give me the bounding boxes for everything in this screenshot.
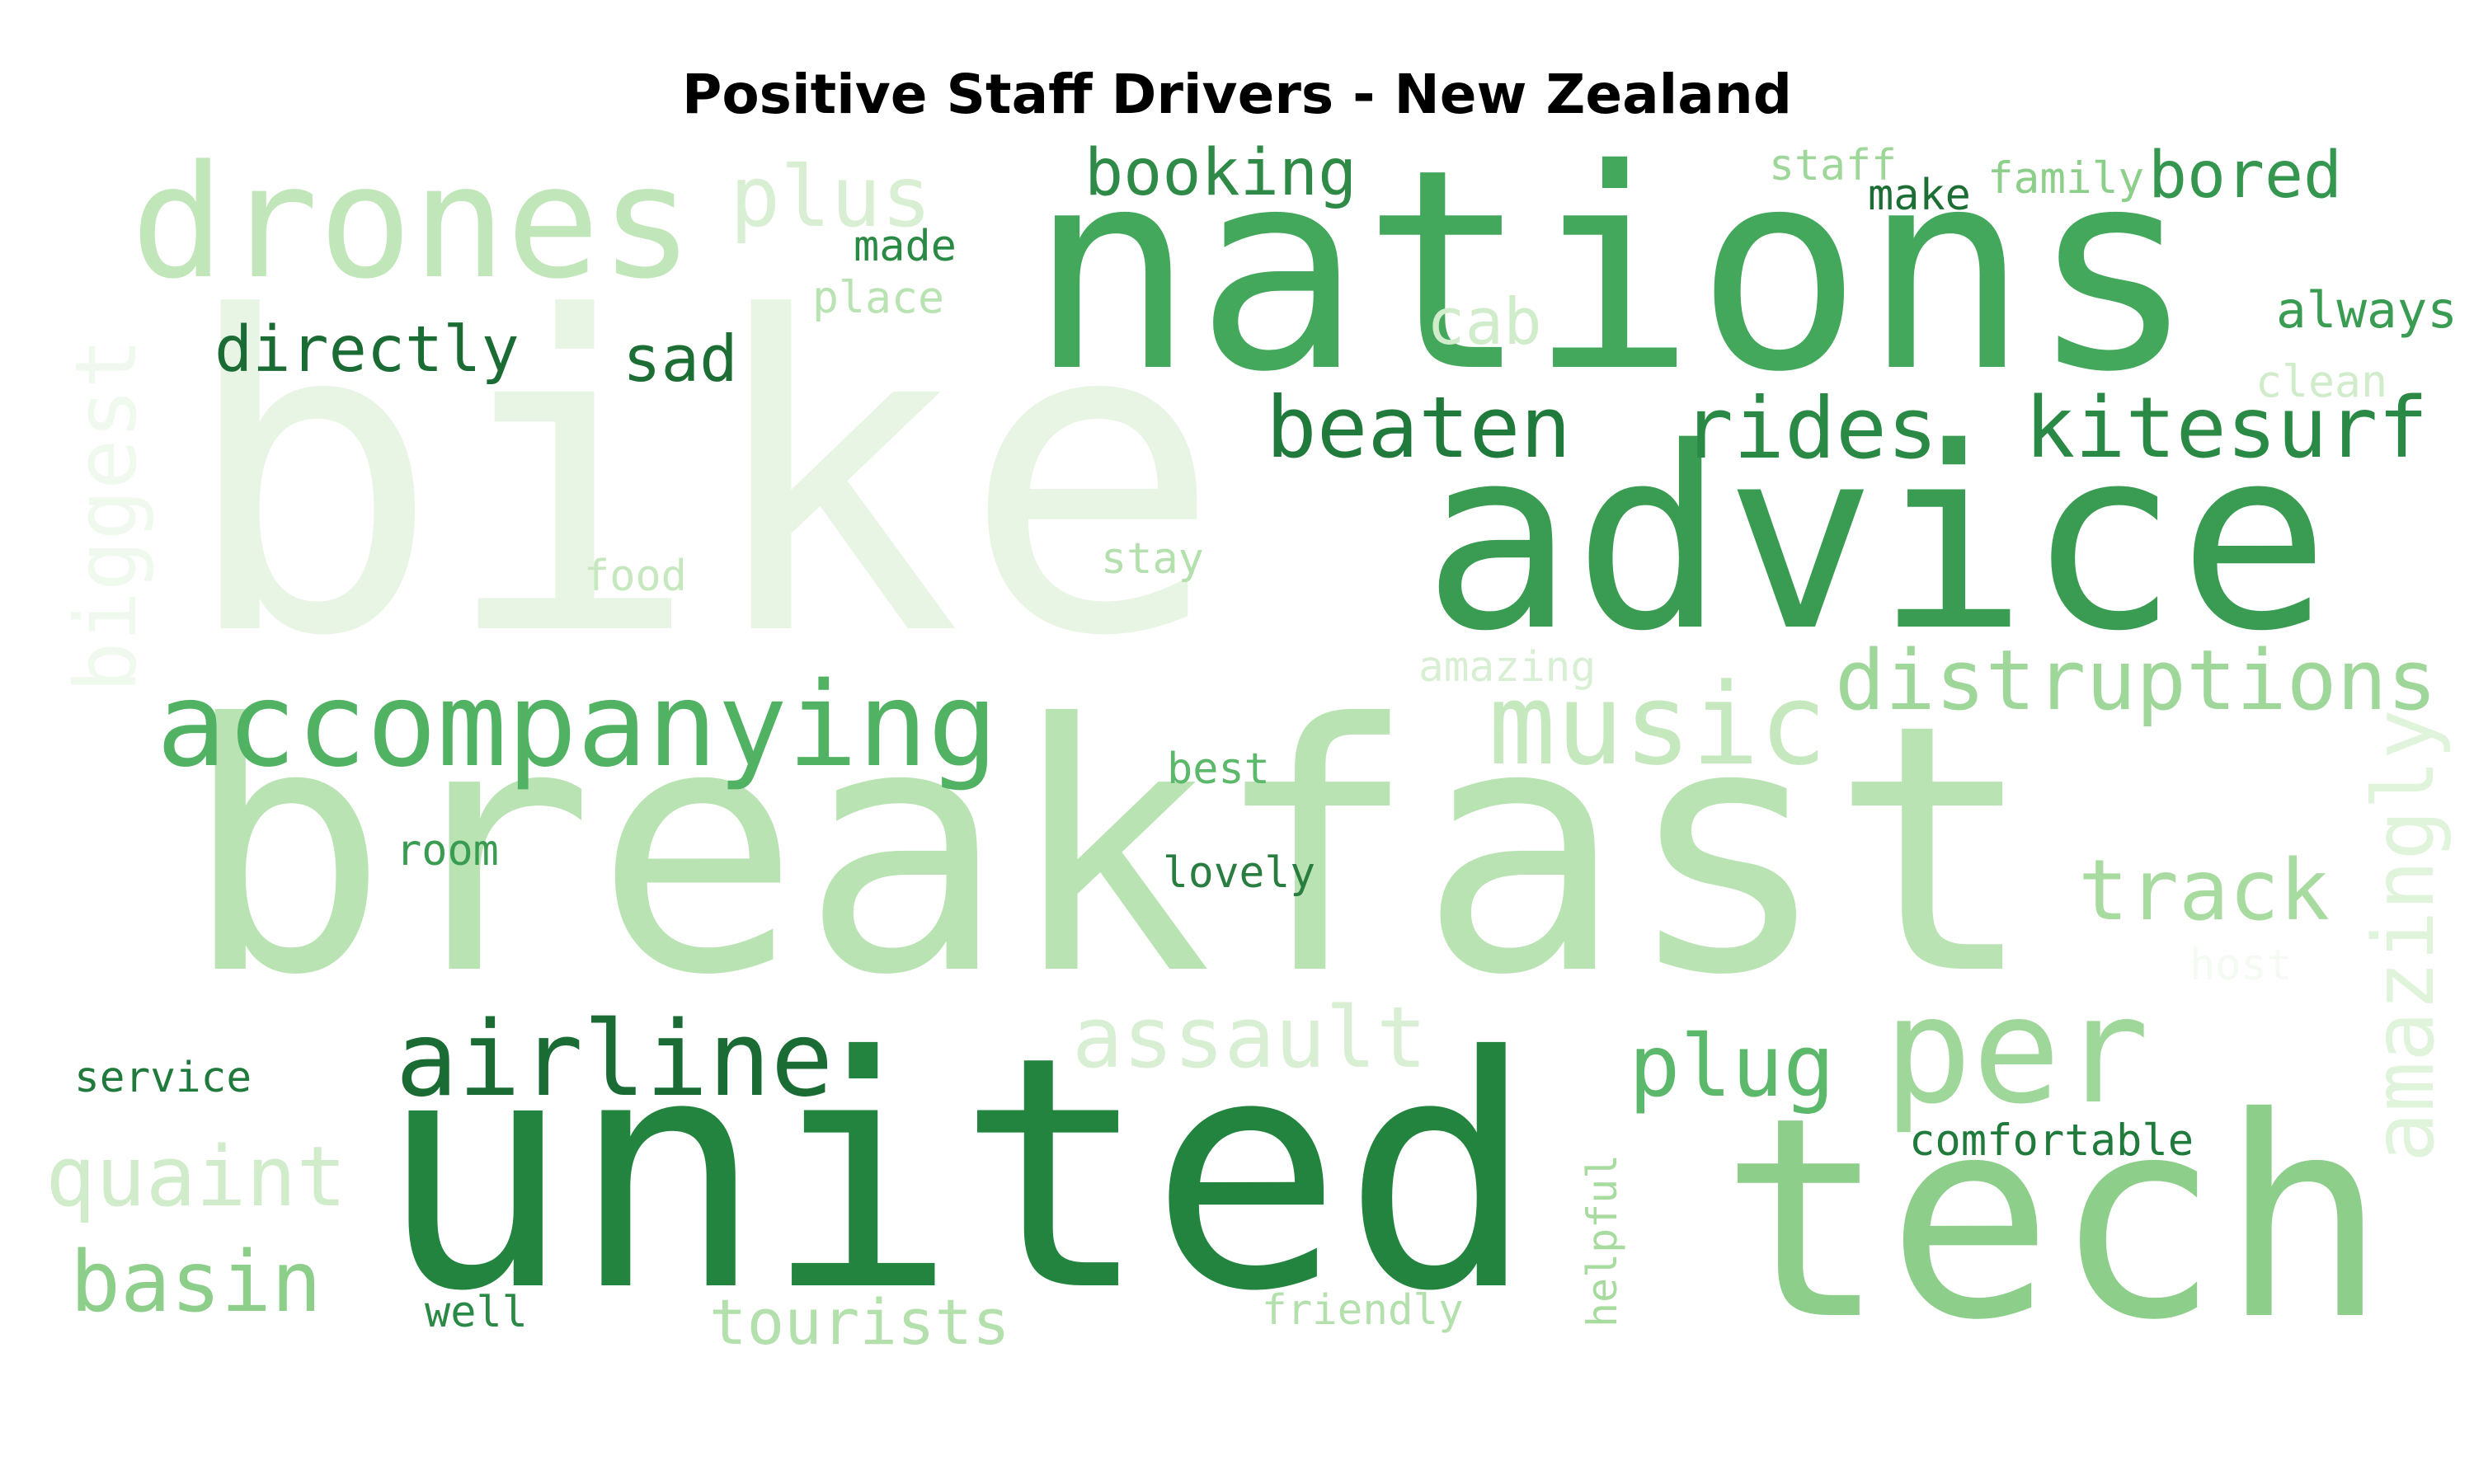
word-helpful: helpful bbox=[1578, 1153, 1626, 1327]
word-accompanying: accompanying bbox=[156, 657, 999, 793]
word-nations: nations bbox=[1028, 110, 2197, 433]
word-beaten: beaten bbox=[1266, 378, 1572, 477]
word-quaint: quaint bbox=[45, 1128, 347, 1225]
word-made: made bbox=[854, 222, 957, 271]
word-drones: drones bbox=[130, 131, 694, 313]
word-plus: plus bbox=[730, 148, 932, 246]
word-bored: bored bbox=[2148, 138, 2342, 213]
word-food: food bbox=[584, 552, 687, 601]
word-amazing: amazing bbox=[1418, 643, 1597, 692]
word-biggest: biggest bbox=[58, 337, 156, 693]
word-clean: clean bbox=[2255, 356, 2387, 407]
word-kitesurf: kitesurf bbox=[2025, 379, 2429, 477]
word-booking: booking bbox=[1084, 135, 1357, 210]
word-host: host bbox=[2189, 941, 2293, 990]
word-tourists: tourists bbox=[709, 1286, 1010, 1359]
word-lovely: lovely bbox=[1163, 848, 1316, 898]
word-track: track bbox=[2078, 841, 2330, 939]
word-directly: directly bbox=[214, 312, 520, 387]
word-friendly: friendly bbox=[1262, 1284, 1464, 1334]
word-always: always bbox=[2276, 280, 2458, 340]
word-tech: tech bbox=[1719, 1059, 2387, 1381]
word-service: service bbox=[74, 1054, 252, 1102]
word-music: music bbox=[1488, 659, 1827, 791]
word-comfortable: comfortable bbox=[1909, 1116, 2194, 1166]
word-amazingly: amazingly bbox=[2354, 709, 2453, 1162]
word-rides: rides bbox=[1682, 378, 1939, 478]
word-cab: cab bbox=[1427, 284, 1542, 359]
word-make: make bbox=[1868, 171, 1971, 220]
word-place: place bbox=[812, 271, 944, 323]
word-per: per bbox=[1884, 965, 2150, 1137]
word-assault: assault bbox=[1072, 989, 1427, 1087]
word-advice: advice bbox=[1423, 392, 2330, 686]
word-united: united bbox=[378, 987, 1536, 1361]
word-stay: stay bbox=[1101, 534, 1204, 584]
chart-title: Positive Staff Drivers - New Zealand bbox=[681, 63, 1793, 126]
word-bike: bike bbox=[180, 226, 1223, 730]
word-staff: staff bbox=[1769, 141, 1897, 190]
word-basin: basin bbox=[70, 1233, 322, 1331]
word-best: best bbox=[1167, 744, 1270, 794]
word-well: well bbox=[425, 1287, 528, 1337]
word-airline: airline bbox=[395, 998, 834, 1120]
word-breakfast: breakfast bbox=[182, 651, 2036, 1050]
word-plug: plug bbox=[1629, 1017, 1835, 1116]
word-sad: sad bbox=[623, 322, 738, 397]
word-distruptions: distruptions bbox=[1835, 631, 2438, 729]
word-room: room bbox=[396, 825, 499, 876]
word-family: family bbox=[1987, 153, 2145, 204]
